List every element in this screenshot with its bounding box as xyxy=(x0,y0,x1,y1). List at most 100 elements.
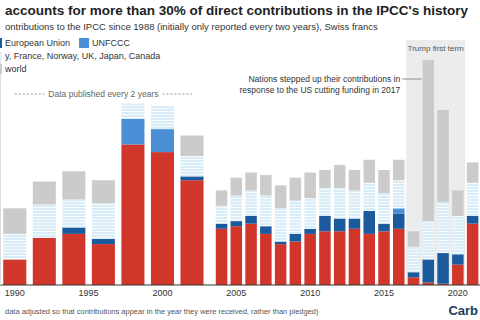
bar-segment xyxy=(334,219,346,232)
bar-segment xyxy=(393,213,405,228)
bar-segment xyxy=(363,234,375,285)
bar-segment xyxy=(349,170,361,190)
bar-segment xyxy=(408,247,420,273)
bar-segment xyxy=(216,190,228,205)
bar-segment xyxy=(216,206,228,224)
bar-segment xyxy=(151,152,174,285)
bar-segment xyxy=(334,231,346,285)
bar-segment xyxy=(180,176,203,180)
bar-segment xyxy=(304,229,316,234)
subtitle: ontributions to the IPCC since 1988 (ini… xyxy=(5,21,378,32)
bar-segment xyxy=(121,103,144,104)
x-axis-line xyxy=(0,285,480,286)
bar-segment xyxy=(378,193,390,224)
bar-segment xyxy=(437,110,449,202)
bar-segment xyxy=(393,229,405,285)
legend-label: UNFCCC xyxy=(92,38,130,48)
legend-swatch xyxy=(0,38,2,48)
x-tick-label: 1995 xyxy=(79,288,99,298)
bar-segment xyxy=(349,219,361,229)
bar-segment xyxy=(260,196,272,227)
bar-segment xyxy=(378,224,390,232)
bar-segment xyxy=(33,205,56,238)
legend-swatch xyxy=(0,64,2,74)
bar-segment xyxy=(33,238,56,285)
x-tick-label: 2005 xyxy=(226,288,246,298)
annotation: Trump first term xyxy=(408,44,464,53)
bar-segment xyxy=(92,180,115,203)
bar-segment xyxy=(304,198,316,229)
bar-segment xyxy=(92,203,115,239)
bar-segment xyxy=(62,199,85,227)
bar-segment xyxy=(290,242,302,285)
annotation-line xyxy=(15,94,45,95)
bar-segment xyxy=(231,221,243,226)
bar-segment xyxy=(180,136,203,156)
bar-segment xyxy=(151,129,174,152)
footnote: data adjusted so that contributions appe… xyxy=(5,307,319,316)
bar-segment xyxy=(423,221,435,259)
bar-segment xyxy=(245,190,257,216)
bar-segment xyxy=(363,160,375,183)
x-tick-label: 2000 xyxy=(152,288,172,298)
bar-segment xyxy=(62,234,85,285)
x-tick-label: 1990 xyxy=(5,288,25,298)
bar-segment xyxy=(216,224,228,229)
bar-segment xyxy=(290,234,302,242)
bar-segment xyxy=(260,226,272,234)
bar-segment xyxy=(3,259,26,285)
logo: Carb xyxy=(448,303,478,318)
x-tick-label: 2020 xyxy=(448,288,468,298)
bar-segment xyxy=(334,165,346,188)
bar-segment xyxy=(121,144,144,285)
bar-segment xyxy=(408,231,420,246)
trump-band xyxy=(406,40,465,285)
bar-segment xyxy=(216,229,228,285)
legend-label: world xyxy=(4,64,27,74)
bar-segment xyxy=(319,216,331,231)
legend-swatch xyxy=(0,51,2,61)
bar-segment xyxy=(231,196,243,222)
bar-segment xyxy=(393,208,405,213)
bar-segment xyxy=(423,259,435,282)
bar-segment xyxy=(423,60,435,221)
annotation: Nations stepped up their contributions i… xyxy=(239,74,400,95)
legend-swatch xyxy=(79,38,89,48)
legend-label: European Union xyxy=(5,38,70,48)
bar-segment xyxy=(62,171,85,199)
annotation-pointer xyxy=(402,79,421,80)
bar-segment xyxy=(363,211,375,234)
y-axis-line xyxy=(0,55,1,285)
bar-segment xyxy=(408,277,420,285)
bar-segment xyxy=(180,180,203,285)
bar-segment xyxy=(275,208,287,241)
bar-segment xyxy=(151,106,174,129)
bar-segment xyxy=(151,106,174,107)
bar-segment xyxy=(260,175,272,195)
x-tick-label: 2015 xyxy=(374,288,394,298)
bar-segment xyxy=(92,244,115,285)
bar-segment xyxy=(121,119,144,145)
bar-segment xyxy=(467,162,479,182)
bar-segment xyxy=(363,183,375,211)
bar-segment xyxy=(121,104,144,119)
bar-segment xyxy=(452,254,464,264)
bar-segment xyxy=(231,178,243,196)
bar-segment xyxy=(290,201,302,234)
bar-segment xyxy=(245,216,257,224)
bar-segment xyxy=(275,185,287,208)
bar-segment xyxy=(275,244,287,285)
bar-segment xyxy=(62,228,85,234)
annotation-line xyxy=(162,94,192,95)
bar-segment xyxy=(231,226,243,285)
bar-segment xyxy=(245,224,257,285)
bar-segment xyxy=(275,242,287,245)
bar-segment xyxy=(452,190,464,216)
bar-segment xyxy=(290,178,302,201)
bar-segment xyxy=(349,229,361,285)
bar-segment xyxy=(393,160,405,180)
bars xyxy=(3,60,478,285)
bar-segment xyxy=(378,231,390,285)
bar-segment xyxy=(319,231,331,285)
annotation-line-text: Nations stepped up their contributions i… xyxy=(248,74,400,84)
